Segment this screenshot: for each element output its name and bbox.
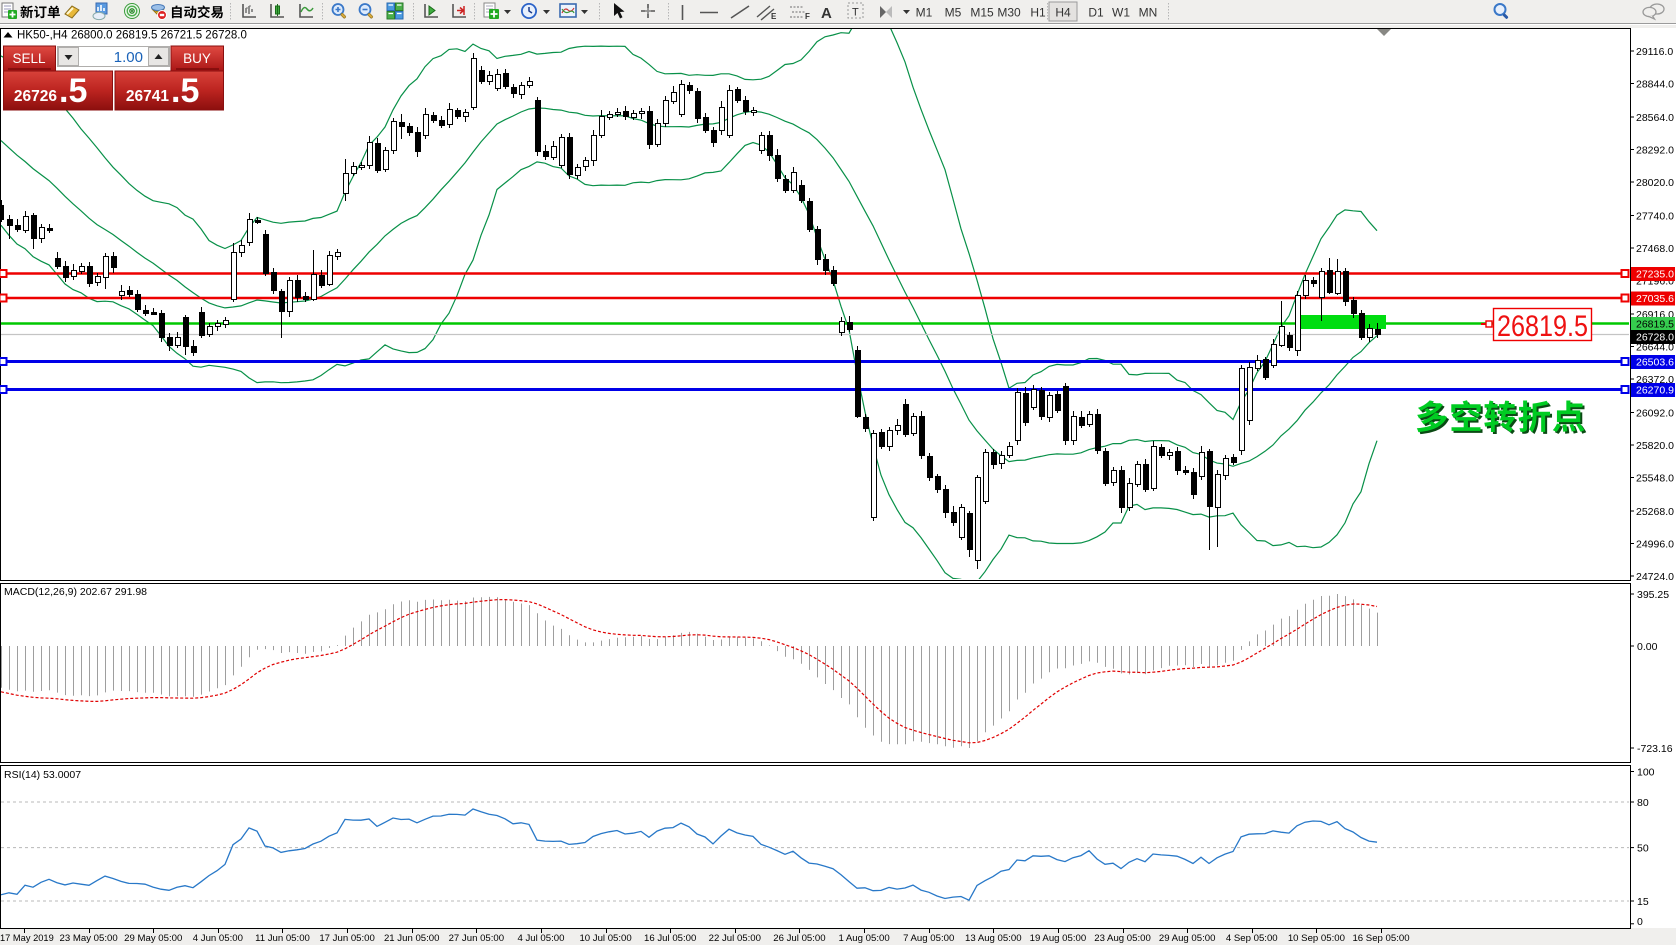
- svg-text:27 Jun 05:00: 27 Jun 05:00: [449, 933, 504, 944]
- svg-text:M30: M30: [997, 6, 1021, 20]
- svg-text:M1: M1: [916, 6, 933, 20]
- svg-text:SELL: SELL: [12, 51, 46, 66]
- svg-text:26372.0: 26372.0: [1636, 374, 1674, 386]
- svg-text:BUY: BUY: [183, 51, 211, 66]
- svg-text:10 Jul 05:00: 10 Jul 05:00: [579, 933, 631, 944]
- svg-text:17 Jun 05:00: 17 Jun 05:00: [319, 933, 374, 944]
- svg-text:HK50-,H4: HK50-,H4: [17, 30, 68, 42]
- svg-text:1 Aug 05:00: 1 Aug 05:00: [838, 933, 889, 944]
- svg-text:M15: M15: [970, 6, 994, 20]
- svg-text:A: A: [821, 5, 832, 22]
- svg-text:16 Sep 05:00: 16 Sep 05:00: [1352, 933, 1409, 944]
- svg-text:28844.0: 28844.0: [1636, 78, 1674, 90]
- svg-text:21 Jun 05:00: 21 Jun 05:00: [384, 933, 439, 944]
- svg-text:0.00: 0.00: [1637, 641, 1658, 653]
- svg-text:17 May 2019: 17 May 2019: [0, 933, 54, 943]
- svg-text:26503.6: 26503.6: [1636, 357, 1674, 369]
- svg-text:26 Jul 05:00: 26 Jul 05:00: [773, 933, 825, 944]
- svg-text:24996.0: 24996.0: [1636, 538, 1674, 550]
- svg-text:H4: H4: [1055, 6, 1071, 20]
- svg-text:H1: H1: [1030, 6, 1046, 20]
- svg-text:22 Jul 05:00: 22 Jul 05:00: [709, 933, 761, 944]
- svg-text:-723.16: -723.16: [1637, 743, 1673, 755]
- svg-text:.5: .5: [59, 72, 87, 110]
- svg-text:.5: .5: [171, 72, 199, 110]
- svg-text:13 Aug 05:00: 13 Aug 05:00: [965, 933, 1022, 944]
- svg-text:10 Sep 05:00: 10 Sep 05:00: [1288, 933, 1345, 944]
- svg-text:7 Aug 05:00: 7 Aug 05:00: [903, 933, 954, 944]
- svg-text:26819.5: 26819.5: [1636, 319, 1674, 331]
- svg-text:MACD(12,26,9) 202.67 291.98: MACD(12,26,9) 202.67 291.98: [4, 586, 147, 598]
- svg-text:19 Aug 05:00: 19 Aug 05:00: [1030, 933, 1087, 944]
- svg-text:25820.0: 25820.0: [1636, 440, 1674, 452]
- svg-text:M5: M5: [945, 6, 962, 20]
- svg-text:26092.0: 26092.0: [1636, 407, 1674, 419]
- svg-text:26819.5: 26819.5: [1497, 310, 1588, 343]
- svg-text:15: 15: [1637, 896, 1649, 908]
- svg-text:27468.0: 27468.0: [1636, 243, 1674, 255]
- svg-text:RSI(14) 53.0007: RSI(14) 53.0007: [4, 769, 81, 781]
- svg-text:11 Jun 05:00: 11 Jun 05:00: [255, 933, 310, 944]
- svg-text:T: T: [852, 7, 859, 19]
- svg-text:0: 0: [1637, 916, 1643, 928]
- svg-text:4 Sep 05:00: 4 Sep 05:00: [1226, 933, 1278, 944]
- svg-text:395.25: 395.25: [1637, 589, 1669, 601]
- svg-text:80: 80: [1637, 797, 1649, 809]
- svg-text:W1: W1: [1112, 6, 1130, 20]
- svg-text:28020.0: 28020.0: [1636, 177, 1674, 189]
- svg-text:29116.0: 29116.0: [1636, 46, 1673, 58]
- svg-text:28292.0: 28292.0: [1636, 144, 1674, 156]
- svg-text:4 Jun 05:00: 4 Jun 05:00: [193, 933, 243, 944]
- svg-text:26726: 26726: [14, 88, 57, 105]
- svg-text:MN: MN: [1139, 6, 1158, 20]
- svg-text:26644.0: 26644.0: [1636, 341, 1674, 353]
- svg-text:26800.0 26819.5 26721.5 26728.: 26800.0 26819.5 26721.5 26728.0: [71, 30, 247, 42]
- svg-text:25548.0: 25548.0: [1636, 472, 1674, 484]
- svg-text:29 Aug 05:00: 29 Aug 05:00: [1159, 933, 1216, 944]
- svg-text:1.00: 1.00: [114, 49, 143, 66]
- svg-text:E: E: [771, 12, 777, 21]
- svg-text:100: 100: [1637, 766, 1655, 778]
- svg-text:F: F: [805, 12, 810, 21]
- svg-text:24724.0: 24724.0: [1636, 571, 1674, 583]
- svg-text:26728.0: 26728.0: [1636, 332, 1674, 344]
- svg-text:26270.9: 26270.9: [1636, 385, 1674, 397]
- svg-text:23 Aug 05:00: 23 Aug 05:00: [1094, 933, 1151, 944]
- svg-text:28564.0: 28564.0: [1636, 112, 1674, 124]
- svg-text:23 May 05:00: 23 May 05:00: [60, 933, 118, 944]
- svg-text:27235.0: 27235.0: [1636, 269, 1674, 281]
- svg-text:27035.6: 27035.6: [1636, 293, 1674, 305]
- svg-text:26741: 26741: [126, 88, 169, 105]
- svg-text:29 May 05:00: 29 May 05:00: [124, 933, 182, 944]
- svg-text:25268.0: 25268.0: [1636, 506, 1674, 518]
- svg-text:27740.0: 27740.0: [1636, 210, 1674, 222]
- svg-text:16 Jul 05:00: 16 Jul 05:00: [644, 933, 696, 944]
- svg-text:D1: D1: [1088, 6, 1104, 20]
- svg-text:4 Jul 05:00: 4 Jul 05:00: [517, 933, 564, 944]
- svg-text:50: 50: [1637, 842, 1649, 854]
